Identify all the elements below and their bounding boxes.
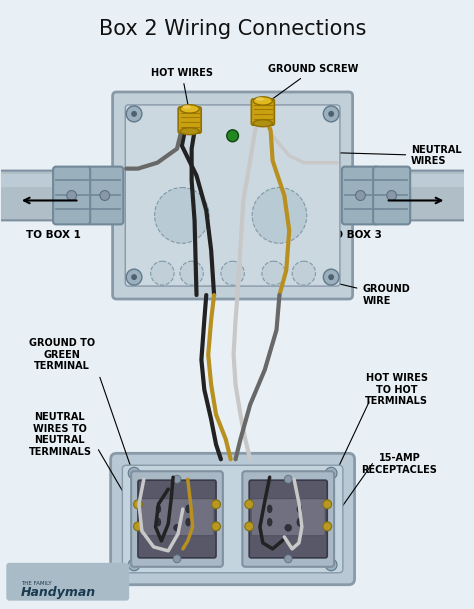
- Circle shape: [325, 467, 337, 479]
- Circle shape: [323, 522, 332, 531]
- Circle shape: [221, 261, 244, 285]
- Text: TO BOX 3: TO BOX 3: [327, 230, 382, 241]
- FancyBboxPatch shape: [122, 465, 343, 573]
- Ellipse shape: [253, 97, 273, 105]
- Text: NEUTRAL
WIRES: NEUTRAL WIRES: [337, 145, 462, 166]
- Ellipse shape: [156, 505, 161, 513]
- Circle shape: [252, 188, 307, 243]
- FancyBboxPatch shape: [249, 480, 327, 558]
- Circle shape: [323, 106, 339, 122]
- Ellipse shape: [297, 518, 302, 526]
- Circle shape: [180, 261, 203, 285]
- Ellipse shape: [253, 120, 273, 127]
- FancyBboxPatch shape: [251, 99, 274, 125]
- Circle shape: [128, 559, 140, 571]
- Circle shape: [328, 274, 334, 280]
- Circle shape: [134, 500, 142, 509]
- Text: 15-AMP
RECEPTACLES: 15-AMP RECEPTACLES: [362, 454, 438, 475]
- Circle shape: [285, 524, 292, 531]
- FancyBboxPatch shape: [125, 105, 340, 286]
- Circle shape: [128, 467, 140, 479]
- FancyBboxPatch shape: [251, 499, 325, 536]
- FancyBboxPatch shape: [373, 167, 410, 224]
- Circle shape: [173, 524, 181, 531]
- Circle shape: [262, 261, 285, 285]
- Ellipse shape: [156, 518, 161, 526]
- Ellipse shape: [180, 128, 199, 135]
- Text: THE FAMILY: THE FAMILY: [21, 581, 52, 586]
- Circle shape: [387, 191, 397, 200]
- Circle shape: [173, 475, 181, 483]
- Circle shape: [151, 261, 174, 285]
- FancyBboxPatch shape: [140, 499, 214, 536]
- Text: NEUTRAL
WIRES TO
NEUTRAL
TERMINALS: NEUTRAL WIRES TO NEUTRAL TERMINALS: [28, 412, 91, 457]
- Circle shape: [155, 188, 209, 243]
- FancyBboxPatch shape: [334, 174, 464, 187]
- Circle shape: [100, 191, 109, 200]
- Circle shape: [292, 261, 316, 285]
- Circle shape: [211, 500, 220, 509]
- Text: TO BOX 1: TO BOX 1: [26, 230, 81, 241]
- Circle shape: [126, 106, 142, 122]
- FancyBboxPatch shape: [331, 171, 467, 220]
- Text: GROUND TO
GREEN
TERMINAL: GROUND TO GREEN TERMINAL: [29, 338, 95, 371]
- Circle shape: [245, 522, 254, 531]
- FancyBboxPatch shape: [242, 471, 334, 567]
- FancyBboxPatch shape: [53, 167, 90, 224]
- Ellipse shape: [267, 505, 272, 513]
- FancyBboxPatch shape: [110, 453, 355, 585]
- Circle shape: [173, 555, 181, 563]
- FancyBboxPatch shape: [86, 167, 123, 224]
- Circle shape: [284, 555, 292, 563]
- Circle shape: [328, 111, 334, 117]
- Text: Box 2 Wiring Connections: Box 2 Wiring Connections: [99, 19, 366, 39]
- Text: HOT WIRES
TO HOT
TERMINALS: HOT WIRES TO HOT TERMINALS: [365, 373, 428, 406]
- Circle shape: [227, 130, 238, 142]
- Circle shape: [323, 269, 339, 285]
- Circle shape: [356, 191, 365, 200]
- Text: GROUND
WIRE: GROUND WIRE: [285, 270, 410, 306]
- Circle shape: [126, 269, 142, 285]
- FancyBboxPatch shape: [113, 92, 353, 299]
- Circle shape: [245, 500, 254, 509]
- Circle shape: [211, 522, 220, 531]
- FancyBboxPatch shape: [342, 167, 379, 224]
- Circle shape: [323, 500, 332, 509]
- Ellipse shape: [186, 505, 191, 513]
- Circle shape: [67, 191, 76, 200]
- Text: Handyman: Handyman: [21, 586, 96, 599]
- FancyBboxPatch shape: [6, 563, 129, 600]
- Circle shape: [134, 522, 142, 531]
- Ellipse shape: [186, 518, 191, 526]
- Circle shape: [131, 111, 137, 117]
- Text: GROUND SCREW: GROUND SCREW: [265, 64, 359, 104]
- FancyBboxPatch shape: [0, 171, 134, 220]
- Ellipse shape: [182, 105, 191, 108]
- Ellipse shape: [256, 97, 264, 100]
- FancyBboxPatch shape: [131, 471, 223, 567]
- Ellipse shape: [267, 518, 272, 526]
- Ellipse shape: [297, 505, 302, 513]
- Circle shape: [325, 559, 337, 571]
- Ellipse shape: [180, 105, 199, 113]
- Circle shape: [131, 274, 137, 280]
- Circle shape: [284, 475, 292, 483]
- Text: HOT WIRES: HOT WIRES: [151, 68, 213, 111]
- FancyBboxPatch shape: [178, 107, 201, 133]
- FancyBboxPatch shape: [138, 480, 216, 558]
- FancyBboxPatch shape: [1, 174, 131, 187]
